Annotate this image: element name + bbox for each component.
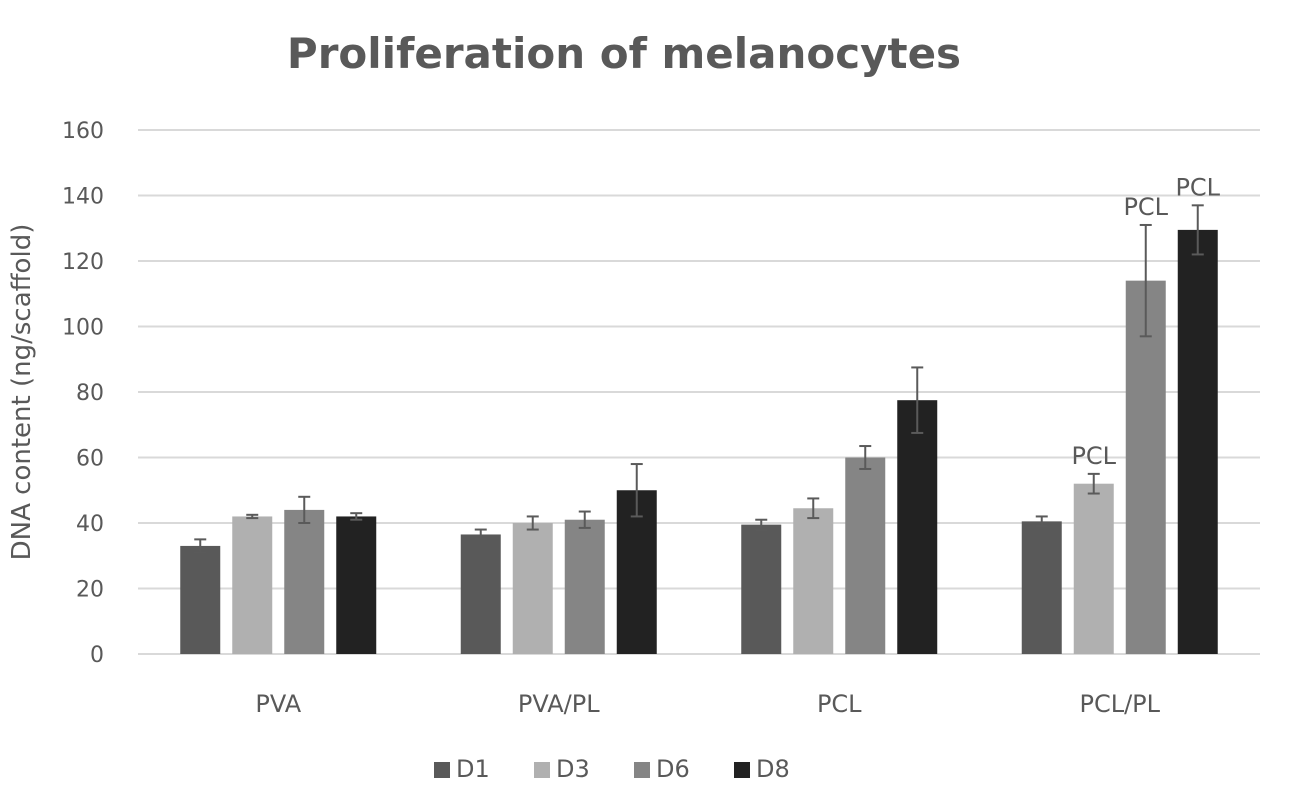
bar — [336, 516, 377, 654]
chart-title: Proliferation of melanocytes — [287, 29, 961, 78]
bar — [564, 519, 605, 654]
category-labels: PVA PVA/PL PCL PCL/PL — [255, 690, 1160, 718]
bars — [180, 229, 1218, 654]
y-tick-label: 100 — [62, 316, 104, 341]
bar — [1021, 521, 1062, 654]
y-tick-label: 120 — [62, 250, 104, 275]
bar — [1073, 483, 1114, 654]
bar — [1125, 280, 1166, 654]
bar — [180, 545, 221, 654]
bar-annotation: PCL — [1123, 193, 1168, 221]
y-axis-ticks: 0 20 40 60 80 100 120 140 160 — [62, 119, 104, 668]
legend-swatch — [634, 762, 650, 778]
category-label: PVA/PL — [518, 690, 600, 718]
category-label: PCL — [817, 690, 862, 718]
bar — [616, 490, 657, 654]
legend: D1 D3 D6 D8 — [434, 755, 790, 783]
y-tick-label: 20 — [76, 578, 104, 603]
error-bars — [194, 204, 1204, 554]
bar — [845, 457, 886, 654]
legend-label: D3 — [556, 755, 590, 783]
bar-annotation: PCL — [1071, 442, 1116, 470]
legend-label: D1 — [456, 755, 490, 783]
category-label: PCL/PL — [1079, 690, 1160, 718]
category-label: PVA — [255, 690, 301, 718]
y-tick-label: 40 — [76, 512, 104, 537]
gridlines — [138, 129, 1260, 655]
legend-swatch — [434, 762, 450, 778]
legend-label: D8 — [756, 755, 790, 783]
bar — [460, 534, 501, 654]
legend-swatch — [734, 762, 750, 778]
y-tick-label: 160 — [62, 119, 104, 144]
y-tick-label: 0 — [90, 643, 104, 668]
y-axis-label: DNA content (ng/scaffold) — [7, 224, 37, 561]
bar — [741, 524, 782, 654]
legend-label: D6 — [656, 755, 690, 783]
bar — [793, 508, 834, 654]
legend-swatch — [534, 762, 550, 778]
bar — [897, 400, 938, 654]
bar — [1177, 229, 1218, 654]
bar — [232, 516, 273, 654]
y-tick-label: 140 — [62, 185, 104, 210]
y-tick-label: 60 — [76, 447, 104, 472]
bar — [512, 523, 553, 654]
y-tick-label: 80 — [76, 381, 104, 406]
bar-annotation: PCL — [1175, 173, 1220, 201]
bar — [284, 509, 325, 654]
